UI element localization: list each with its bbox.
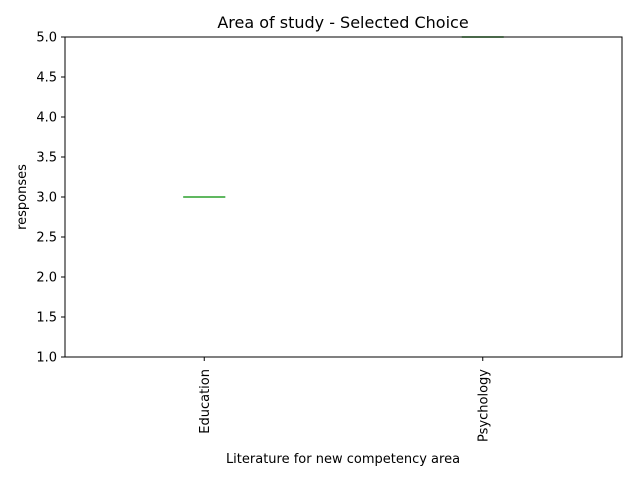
y-tick-label: 5.0 <box>36 31 57 46</box>
chart-title: Area of study - Selected Choice <box>217 13 468 32</box>
y-tick-label: 2.5 <box>36 231 57 246</box>
y-tick-label: 3.5 <box>36 151 57 166</box>
y-tick-label: 4.5 <box>36 71 57 86</box>
plot-area <box>183 36 504 198</box>
y-axis-title: responses <box>15 164 30 230</box>
x-tick-label: Psychology <box>476 369 491 442</box>
y-tick-label: 1.0 <box>36 351 57 366</box>
x-tick-label: Education <box>198 369 213 434</box>
plot-frame <box>64 36 623 358</box>
y-axis: 1.0 1.5 2.0 2.5 3.0 3.5 4.0 4.5 5.0 <box>36 31 65 366</box>
x-axis: Education Psychology <box>198 357 491 442</box>
x-axis-title: Literature for new competency area <box>226 452 460 467</box>
y-tick-label: 2.0 <box>36 271 57 286</box>
y-tick-label: 3.0 <box>36 191 57 206</box>
y-tick-label: 4.0 <box>36 111 57 126</box>
y-tick-label: 1.5 <box>36 311 57 326</box>
